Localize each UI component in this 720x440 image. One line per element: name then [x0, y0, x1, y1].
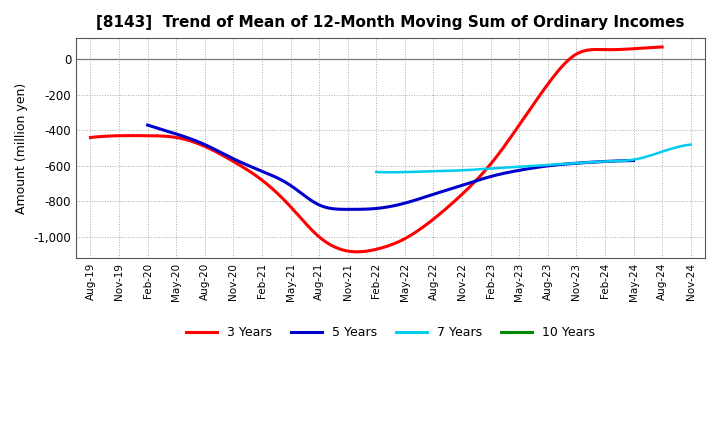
Title: [8143]  Trend of Mean of 12-Month Moving Sum of Ordinary Incomes: [8143] Trend of Mean of 12-Month Moving … — [96, 15, 685, 30]
Y-axis label: Amount (million yen): Amount (million yen) — [15, 83, 28, 214]
Legend: 3 Years, 5 Years, 7 Years, 10 Years: 3 Years, 5 Years, 7 Years, 10 Years — [181, 321, 600, 345]
